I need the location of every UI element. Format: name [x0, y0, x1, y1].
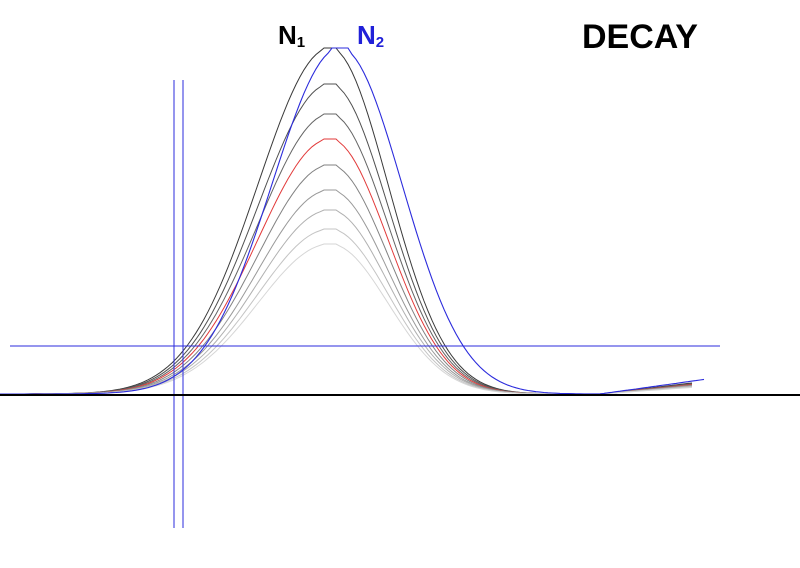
n1-subscript: 1	[296, 34, 305, 51]
n2-letter: N	[357, 20, 376, 50]
decay-curve-7	[0, 209, 693, 395]
n1-label: N1	[278, 20, 305, 51]
decay-curve-4	[0, 138, 693, 395]
decay-curve-8	[0, 228, 693, 395]
decay-curves	[0, 47, 693, 395]
decay-curve-1	[0, 47, 693, 395]
n2-subscript: 2	[375, 34, 384, 51]
decay-curve-9	[0, 243, 693, 395]
decay-curve-5	[0, 164, 693, 395]
decay-curve-3	[0, 113, 693, 395]
n1-letter: N	[278, 20, 297, 50]
diagram-title: DECAY	[582, 18, 698, 56]
decay-curve-6	[0, 189, 693, 395]
n2-label: N2	[357, 20, 384, 51]
n2-curve	[0, 47, 705, 395]
decay-curve-2	[0, 83, 693, 395]
